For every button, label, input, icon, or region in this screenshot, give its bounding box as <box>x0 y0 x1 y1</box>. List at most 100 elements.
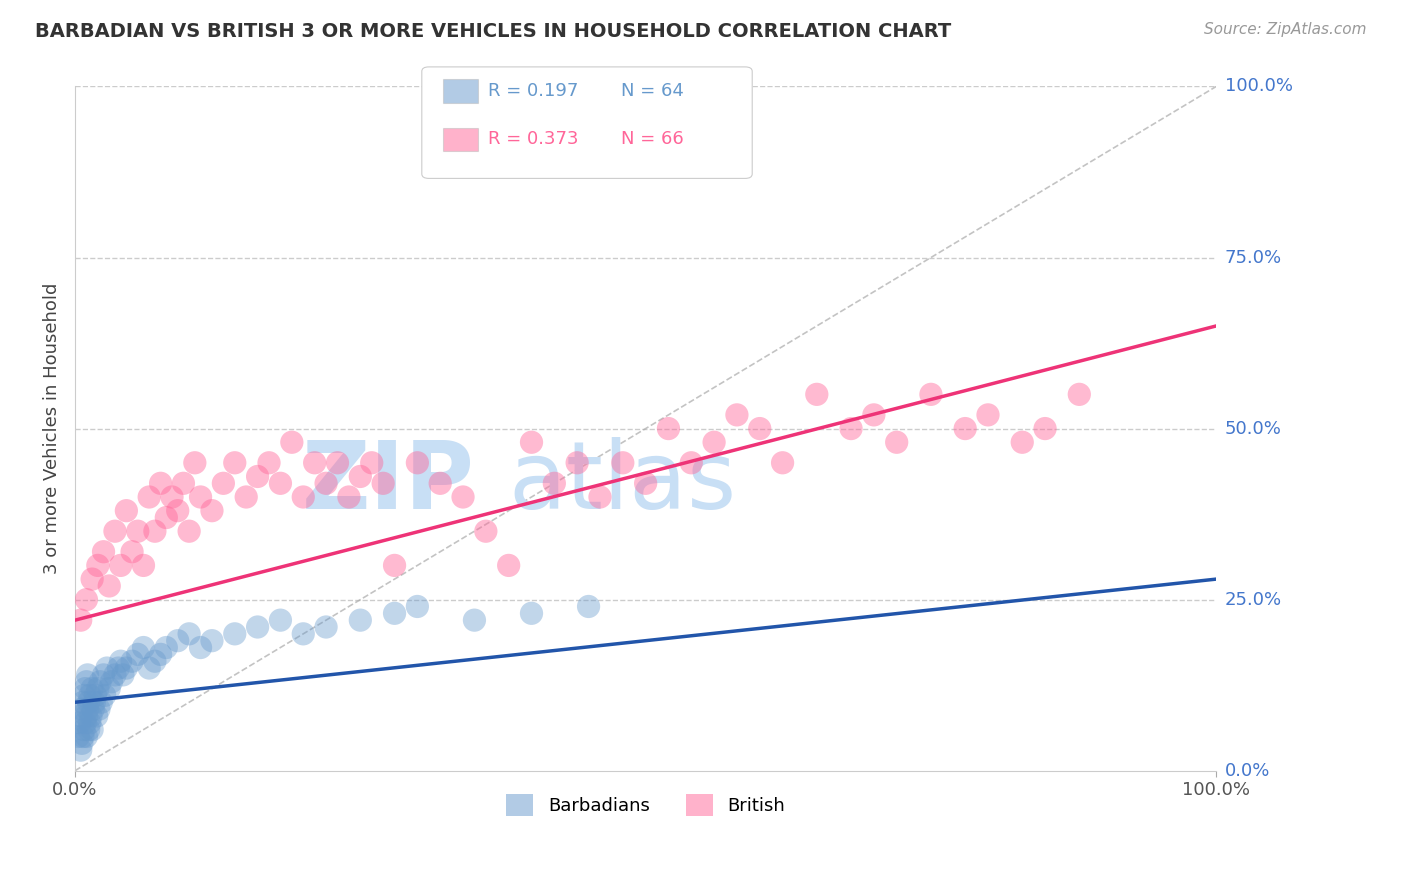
Point <box>132 558 155 573</box>
Point <box>246 620 269 634</box>
Point <box>80 709 103 723</box>
Point <box>86 709 108 723</box>
Point <box>69 709 91 723</box>
Point <box>82 702 104 716</box>
Point <box>349 613 371 627</box>
Text: N = 66: N = 66 <box>621 130 685 148</box>
Point <box>83 695 105 709</box>
Point <box>725 408 748 422</box>
Point <box>703 435 725 450</box>
Point <box>75 674 97 689</box>
Point <box>121 545 143 559</box>
Point <box>75 715 97 730</box>
Point <box>73 689 96 703</box>
Point <box>190 640 212 655</box>
Point <box>77 695 100 709</box>
Point <box>75 681 97 696</box>
Text: BARBADIAN VS BRITISH 3 OR MORE VEHICLES IN HOUSEHOLD CORRELATION CHART: BARBADIAN VS BRITISH 3 OR MORE VEHICLES … <box>35 22 952 41</box>
Point <box>463 613 485 627</box>
Point <box>143 524 166 539</box>
Point <box>172 476 194 491</box>
Point <box>589 490 612 504</box>
Text: N = 64: N = 64 <box>621 82 685 100</box>
Text: 100.0%: 100.0% <box>1225 78 1292 95</box>
Text: R = 0.373: R = 0.373 <box>488 130 578 148</box>
Point <box>69 715 91 730</box>
Point <box>82 723 104 737</box>
Point <box>292 490 315 504</box>
Point <box>281 435 304 450</box>
Point <box>90 695 112 709</box>
Point <box>98 579 121 593</box>
Point <box>498 558 520 573</box>
Text: 50.0%: 50.0% <box>1225 419 1281 438</box>
Point <box>82 572 104 586</box>
Point <box>132 640 155 655</box>
Point <box>75 592 97 607</box>
Point <box>1069 387 1091 401</box>
Point <box>138 661 160 675</box>
Point <box>201 633 224 648</box>
Point <box>406 456 429 470</box>
Point <box>93 689 115 703</box>
Point <box>451 490 474 504</box>
Point <box>69 613 91 627</box>
Point <box>269 476 291 491</box>
Point <box>121 654 143 668</box>
Text: 25.0%: 25.0% <box>1225 591 1282 608</box>
Point <box>149 648 172 662</box>
Point <box>520 607 543 621</box>
Point <box>115 504 138 518</box>
Point <box>184 456 207 470</box>
Point <box>160 490 183 504</box>
Point <box>224 627 246 641</box>
Point <box>201 504 224 518</box>
Text: R = 0.197: R = 0.197 <box>488 82 578 100</box>
Y-axis label: 3 or more Vehicles in Household: 3 or more Vehicles in Household <box>44 283 60 574</box>
Point <box>578 599 600 614</box>
Point <box>70 736 93 750</box>
Point <box>115 661 138 675</box>
Point <box>87 558 110 573</box>
Point <box>886 435 908 450</box>
Point <box>384 558 406 573</box>
Point <box>127 648 149 662</box>
Point <box>111 668 134 682</box>
Point <box>75 730 97 744</box>
Point <box>373 476 395 491</box>
Point <box>772 456 794 470</box>
Point <box>143 654 166 668</box>
Point <box>89 674 111 689</box>
Point <box>246 469 269 483</box>
Legend: Barbadians, British: Barbadians, British <box>499 787 792 823</box>
Point <box>190 490 212 504</box>
Point <box>304 456 326 470</box>
Point <box>179 524 201 539</box>
Point <box>72 730 94 744</box>
Point <box>96 661 118 675</box>
Point <box>657 421 679 435</box>
Point <box>127 524 149 539</box>
Point <box>212 476 235 491</box>
Point <box>72 695 94 709</box>
Point <box>806 387 828 401</box>
Point <box>93 545 115 559</box>
Point <box>953 421 976 435</box>
Point <box>920 387 942 401</box>
Point <box>315 476 337 491</box>
Point <box>326 456 349 470</box>
Point <box>110 654 132 668</box>
Point <box>73 723 96 737</box>
Point <box>748 421 770 435</box>
Point <box>76 668 98 682</box>
Point <box>67 730 90 744</box>
Point <box>475 524 498 539</box>
Point <box>110 558 132 573</box>
Point <box>839 421 862 435</box>
Text: ZIP: ZIP <box>301 437 474 529</box>
Point <box>166 504 188 518</box>
Point <box>87 702 110 716</box>
Point <box>77 723 100 737</box>
Point <box>76 702 98 716</box>
Point <box>520 435 543 450</box>
